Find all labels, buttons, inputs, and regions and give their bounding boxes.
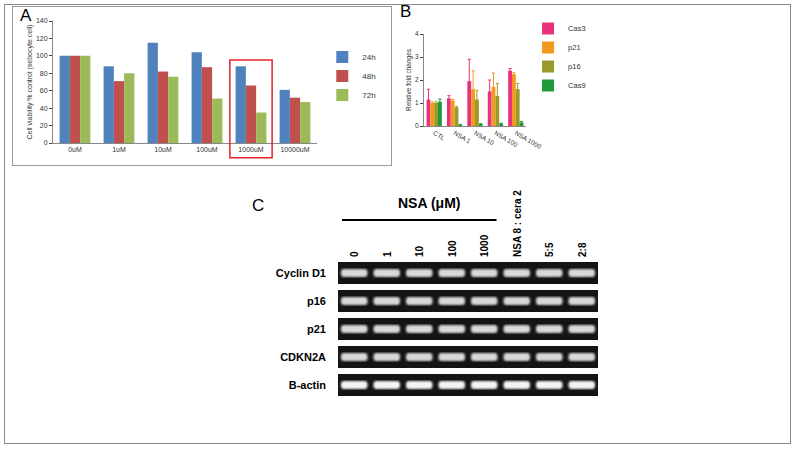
svg-text:1000: 1000 bbox=[479, 234, 490, 257]
svg-text:CTL: CTL bbox=[432, 129, 446, 141]
svg-text:Cell viability % control (sebo: Cell viability % control (sebocyte cell) bbox=[26, 24, 34, 139]
svg-text:NSA 100: NSA 100 bbox=[493, 129, 519, 148]
svg-text:1: 1 bbox=[382, 251, 393, 257]
svg-text:1: 1 bbox=[415, 99, 419, 106]
svg-text:NSA (μM): NSA (μM) bbox=[398, 195, 460, 211]
svg-text:NSA 1000: NSA 1000 bbox=[514, 129, 543, 150]
svg-text:p16: p16 bbox=[307, 295, 326, 307]
svg-text:p21: p21 bbox=[307, 323, 326, 335]
svg-text:10: 10 bbox=[414, 245, 425, 257]
svg-text:NSA 1: NSA 1 bbox=[452, 129, 472, 144]
svg-text:80: 80 bbox=[40, 70, 48, 77]
html-text:B: B bbox=[400, 2, 412, 21]
svg-text:2:8: 2:8 bbox=[577, 242, 588, 257]
svg-text:NSA 10: NSA 10 bbox=[473, 129, 496, 146]
svg-text:1uM: 1uM bbox=[112, 146, 126, 153]
svg-text:5:5: 5:5 bbox=[544, 242, 555, 257]
svg-text:48h: 48h bbox=[362, 72, 375, 81]
svg-text:Cas3: Cas3 bbox=[568, 24, 586, 33]
svg-text:4: 4 bbox=[415, 30, 419, 37]
svg-text:0: 0 bbox=[44, 139, 48, 146]
svg-text:2: 2 bbox=[415, 76, 419, 83]
svg-text:100: 100 bbox=[36, 52, 48, 59]
svg-text:20: 20 bbox=[40, 122, 48, 129]
svg-text:100: 100 bbox=[447, 240, 458, 257]
svg-text:CDKN2A: CDKN2A bbox=[280, 351, 326, 363]
svg-text:24h: 24h bbox=[362, 53, 375, 62]
svg-text:3: 3 bbox=[415, 53, 419, 60]
html-text:A: A bbox=[20, 6, 32, 25]
svg-text:NSA 8 : cera 2: NSA 8 : cera 2 bbox=[512, 190, 523, 257]
svg-text:0: 0 bbox=[415, 122, 419, 129]
svg-text:40: 40 bbox=[40, 105, 48, 112]
svg-text:p16: p16 bbox=[568, 62, 581, 71]
svg-text:Cas9: Cas9 bbox=[568, 81, 586, 90]
svg-text:0uM: 0uM bbox=[68, 146, 82, 153]
svg-text:10uM: 10uM bbox=[154, 146, 172, 153]
svg-text:140: 140 bbox=[36, 17, 48, 24]
html-text:C: C bbox=[252, 196, 265, 215]
svg-text:Cyclin D1: Cyclin D1 bbox=[276, 267, 326, 279]
svg-text:60: 60 bbox=[40, 87, 48, 94]
svg-text:p21: p21 bbox=[568, 43, 581, 52]
svg-text:120: 120 bbox=[36, 35, 48, 42]
svg-text:10000uM: 10000uM bbox=[280, 146, 309, 153]
svg-text:72h: 72h bbox=[362, 91, 375, 100]
svg-text:B-actin: B-actin bbox=[289, 379, 327, 391]
svg-text:0: 0 bbox=[349, 251, 360, 257]
svg-text:Relative fold changes: Relative fold changes bbox=[405, 48, 413, 111]
svg-text:1000uM: 1000uM bbox=[238, 146, 263, 153]
svg-text:100uM: 100uM bbox=[196, 146, 218, 153]
